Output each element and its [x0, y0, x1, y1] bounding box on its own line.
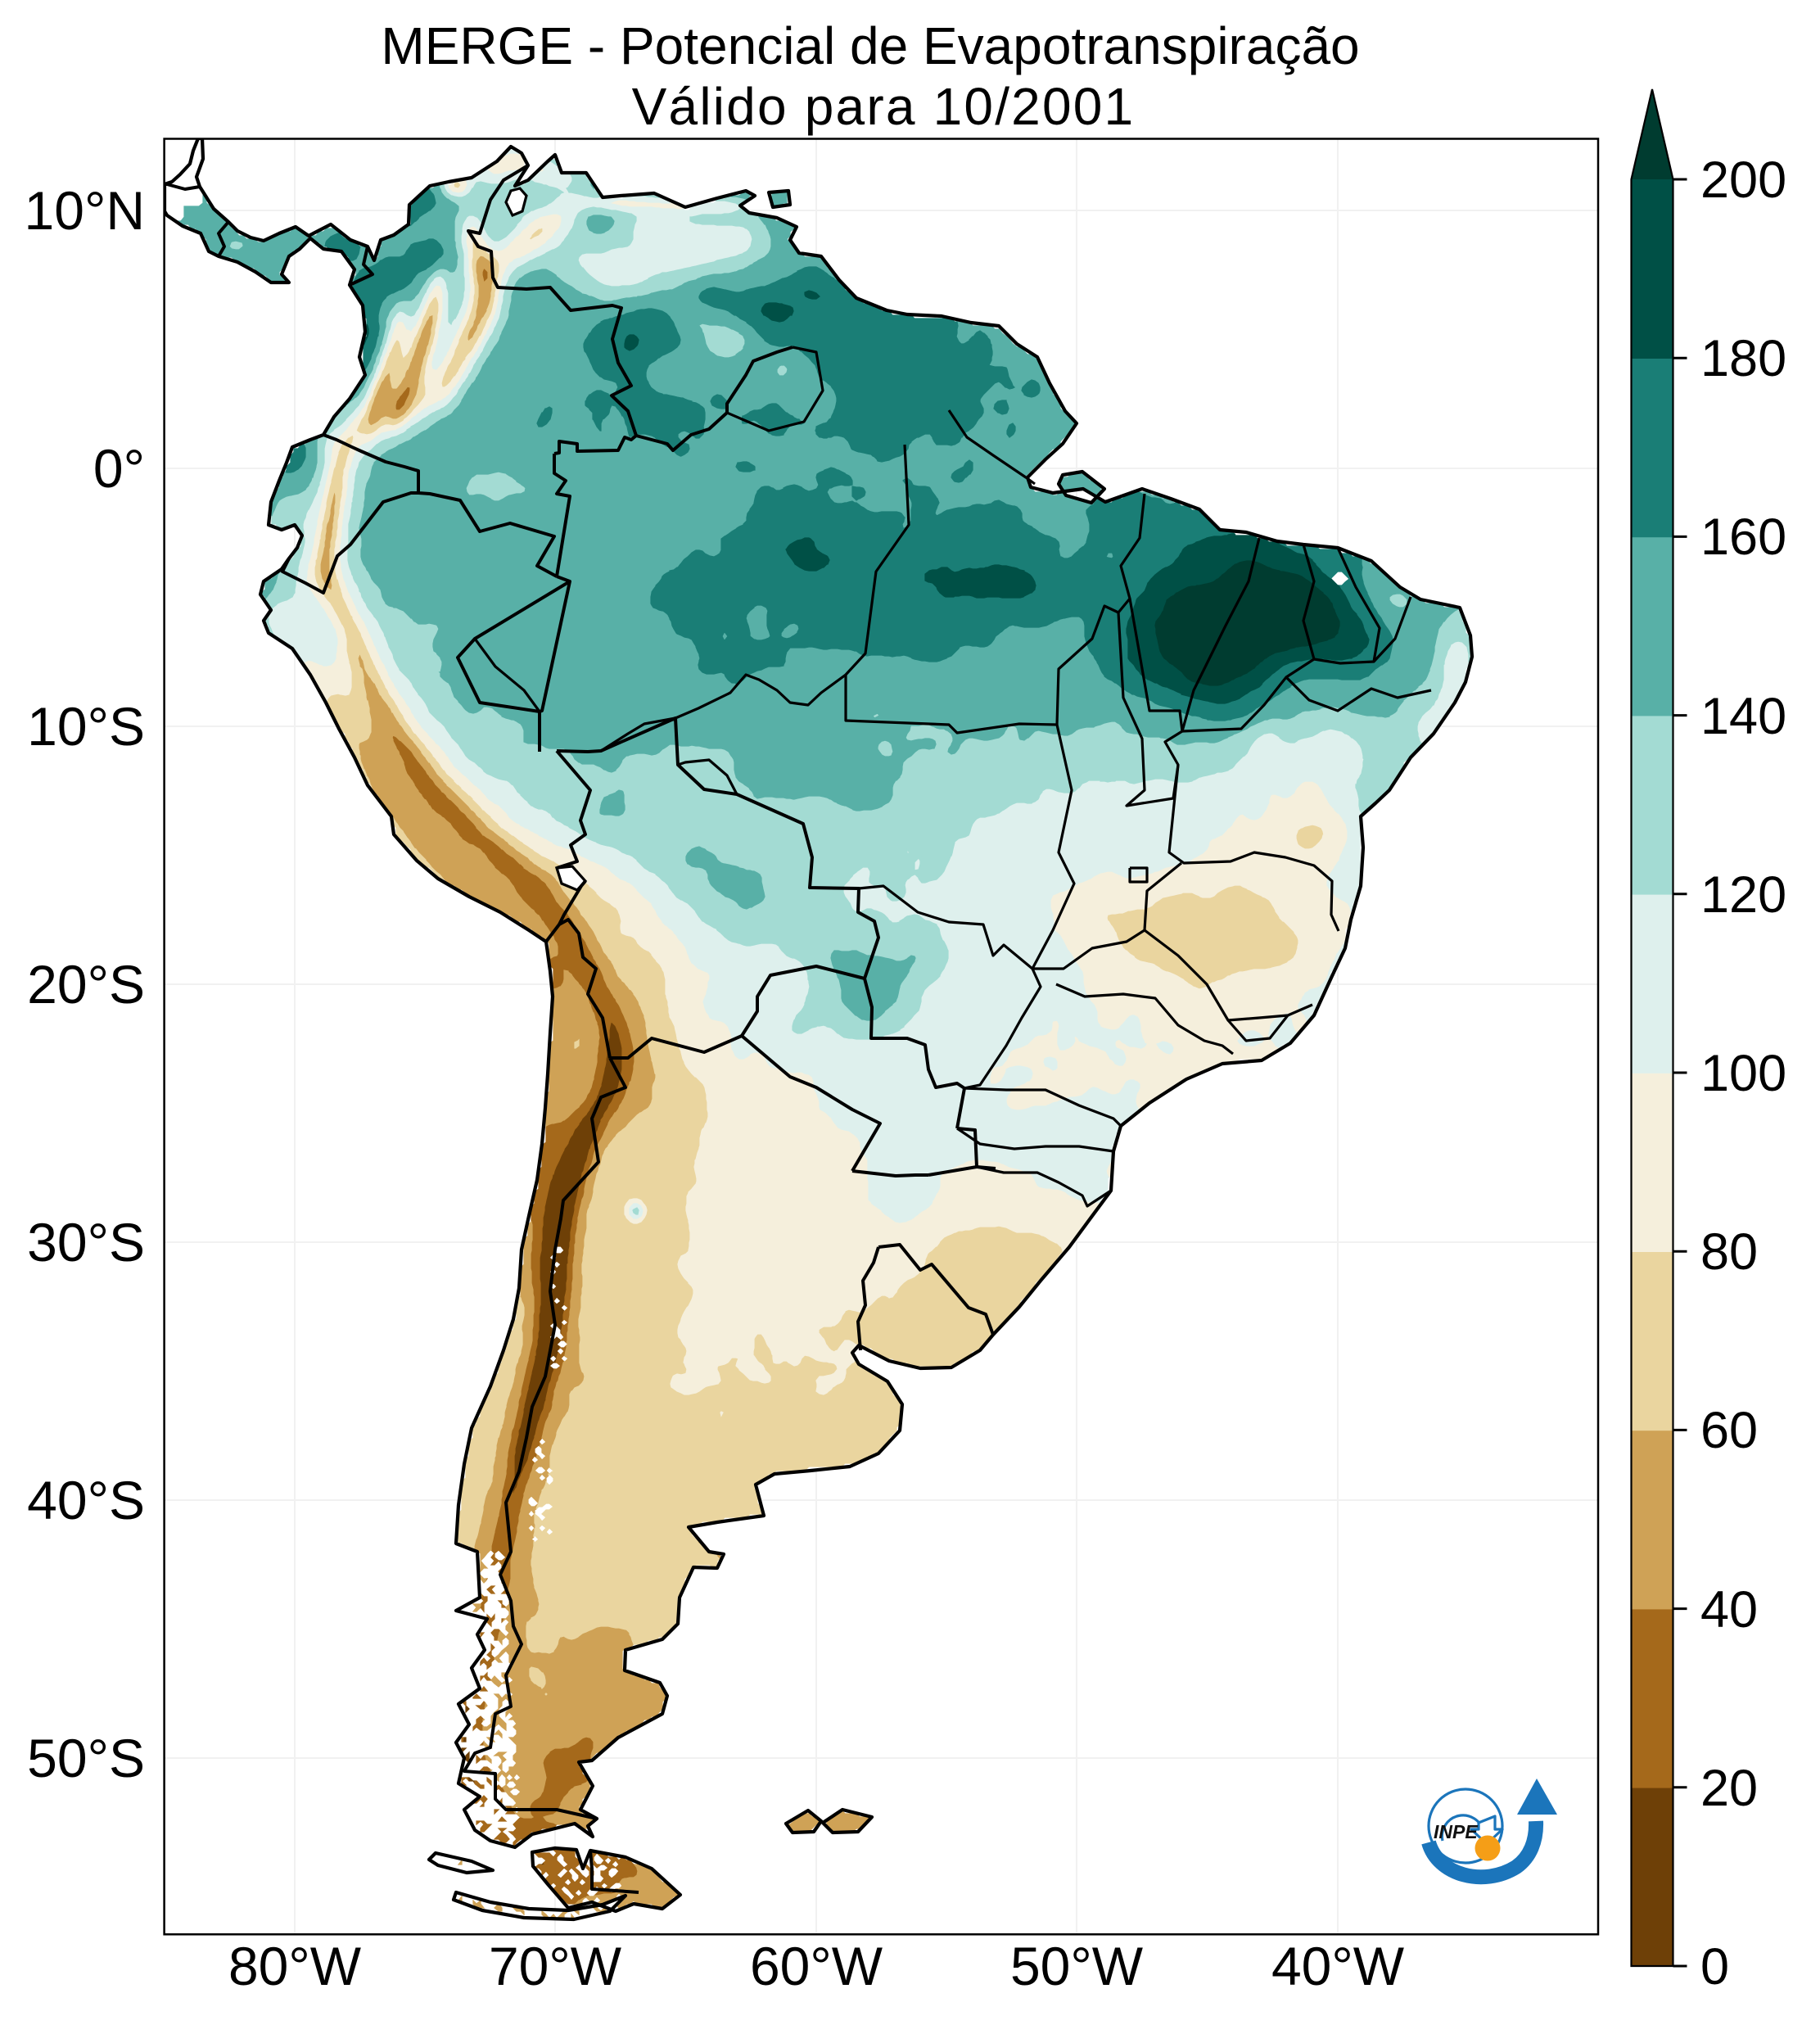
svg-text:100: 100: [1700, 1045, 1786, 1102]
svg-text:60: 60: [1700, 1402, 1758, 1459]
svg-text:160: 160: [1700, 508, 1786, 566]
svg-text:40: 40: [1700, 1581, 1758, 1638]
svg-text:30°S: 30°S: [27, 1212, 145, 1272]
svg-text:Válido para 10/2001: Válido para 10/2001: [632, 77, 1136, 136]
svg-text:INPE: INPE: [1434, 1821, 1478, 1842]
svg-text:0: 0: [1700, 1938, 1729, 1996]
svg-text:40°S: 40°S: [27, 1470, 145, 1530]
svg-text:20: 20: [1700, 1760, 1758, 1817]
svg-text:200: 200: [1700, 151, 1786, 209]
svg-text:70°W: 70°W: [489, 1936, 622, 1996]
svg-text:MERGE - Potencial de Evapotran: MERGE - Potencial de Evapotranspiração: [381, 16, 1359, 75]
svg-text:10°S: 10°S: [27, 696, 145, 757]
svg-text:80: 80: [1700, 1223, 1758, 1281]
svg-text:20°S: 20°S: [27, 954, 145, 1015]
svg-text:50°W: 50°W: [1010, 1936, 1144, 1996]
svg-text:60°W: 60°W: [750, 1936, 883, 1996]
svg-text:50°S: 50°S: [27, 1728, 145, 1788]
svg-text:140: 140: [1700, 688, 1786, 745]
svg-text:120: 120: [1700, 866, 1786, 924]
svg-text:10°N: 10°N: [25, 180, 145, 241]
svg-text:0°: 0°: [93, 438, 145, 499]
svg-text:80°W: 80°W: [228, 1936, 362, 1996]
svg-text:40°W: 40°W: [1271, 1936, 1405, 1996]
svg-text:180: 180: [1700, 330, 1786, 387]
